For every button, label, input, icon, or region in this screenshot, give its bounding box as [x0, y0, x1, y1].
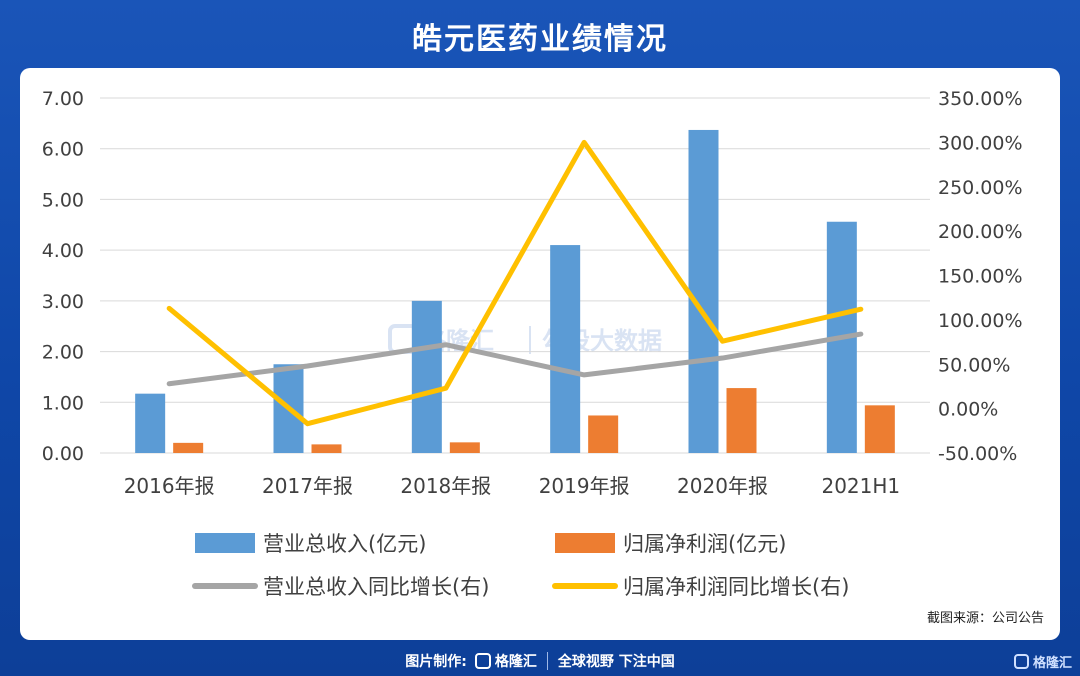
- legend-label: 归属净利润同比增长(右): [623, 575, 849, 599]
- brand-logo-icon: [474, 653, 491, 669]
- left-tick-label: 2.00: [42, 342, 84, 364]
- footer-brand-logo: 格隆汇: [474, 651, 537, 671]
- right-tick-label: 350.00%: [938, 88, 1023, 110]
- chart-card: 格隆汇 勾股大数据 0.00 1.00 2.00 3.00 4.00 5.00 6.00 7.…: [20, 68, 1060, 640]
- right-tick-label: 100.00%: [938, 310, 1023, 332]
- profit-growth-line: [166, 139, 864, 427]
- page-title: 皓元医药业绩情况: [412, 22, 668, 57]
- legend-label: 营业总收入同比增长(右): [263, 575, 489, 599]
- category-label: 2018年报: [400, 474, 491, 498]
- legend-swatch: [195, 533, 255, 553]
- right-tick-label: 250.00%: [938, 177, 1023, 199]
- left-tick-label: 1.00: [42, 392, 84, 414]
- footer-brand: 格隆汇: [494, 654, 537, 670]
- right-axis-ticks: -50.00% 0.00% 50.00% 100.00% 150.00% 200.00% 2…: [938, 88, 1023, 465]
- footer-divider: [546, 652, 548, 670]
- gridlines: [100, 97, 930, 454]
- lines: [166, 139, 864, 427]
- left-tick-label: 0.00: [42, 443, 84, 465]
- right-tick-label: 0.00%: [938, 399, 998, 421]
- category-label: 2021H1: [821, 474, 900, 498]
- left-axis-ticks: 0.00 1.00 2.00 3.00 4.00 5.00 6.00 7.00: [42, 88, 84, 465]
- revenue-bar: [411, 300, 442, 453]
- left-tick-label: 5.00: [42, 189, 84, 211]
- revenue-growth-line: [166, 331, 864, 387]
- right-tick-label: 300.00%: [938, 132, 1023, 154]
- category-label: 2016年报: [124, 474, 215, 498]
- corner-brand: 格隆汇: [1032, 656, 1072, 671]
- profit-bar: [726, 388, 757, 453]
- footer-credit-label: 图片制作:: [405, 654, 467, 670]
- revenue-bar: [688, 129, 719, 453]
- profit-bar: [173, 442, 204, 453]
- profit-bar: [449, 442, 480, 453]
- category-label: 2019年报: [539, 474, 630, 498]
- corner-logo: 格隆汇: [1013, 652, 1072, 671]
- legend-label: 归属净利润(亿元): [623, 532, 786, 556]
- chart: 格隆汇 勾股大数据 0.001.002.003.004.005.006.007.…: [42, 88, 1023, 599]
- legend: 营业总收入(亿元) 归属净利润(亿元) 营业总收入同比增长(右) 归属净利润同比增长(…: [192, 532, 849, 599]
- right-tick-label: 200.00%: [938, 221, 1023, 243]
- source-note: 截图来源：公司公告: [926, 611, 1044, 626]
- left-tick-label: 4.00: [42, 240, 84, 262]
- footer: 图片制作: 格隆汇 全球视野 下注中国: [0, 646, 1080, 676]
- right-tick-label: -50.00%: [938, 443, 1017, 465]
- revenue-bar: [135, 393, 166, 453]
- legend-label: 营业总收入(亿元): [263, 532, 426, 556]
- category-label: 2017年报: [262, 474, 353, 498]
- revenue-bar: [550, 245, 581, 453]
- left-tick-label: 6.00: [42, 139, 84, 161]
- profit-bar: [588, 415, 619, 453]
- legend-swatch: [555, 533, 615, 553]
- category-label: 2020年报: [677, 474, 768, 498]
- profit-bar: [311, 444, 342, 453]
- footer-slogan: 全球视野 下注中国: [557, 654, 675, 670]
- bars: [135, 129, 895, 453]
- left-tick-label: 3.00: [42, 291, 84, 313]
- left-tick-label: 7.00: [42, 88, 84, 110]
- brand-logo-icon: [1013, 654, 1029, 669]
- right-tick-label: 50.00%: [938, 354, 1010, 376]
- category-labels: 2016年报 2017年报 2018年报 2019年报 2020年报 2021H1: [124, 474, 900, 498]
- right-tick-label: 150.00%: [938, 266, 1023, 288]
- profit-bar: [864, 405, 895, 453]
